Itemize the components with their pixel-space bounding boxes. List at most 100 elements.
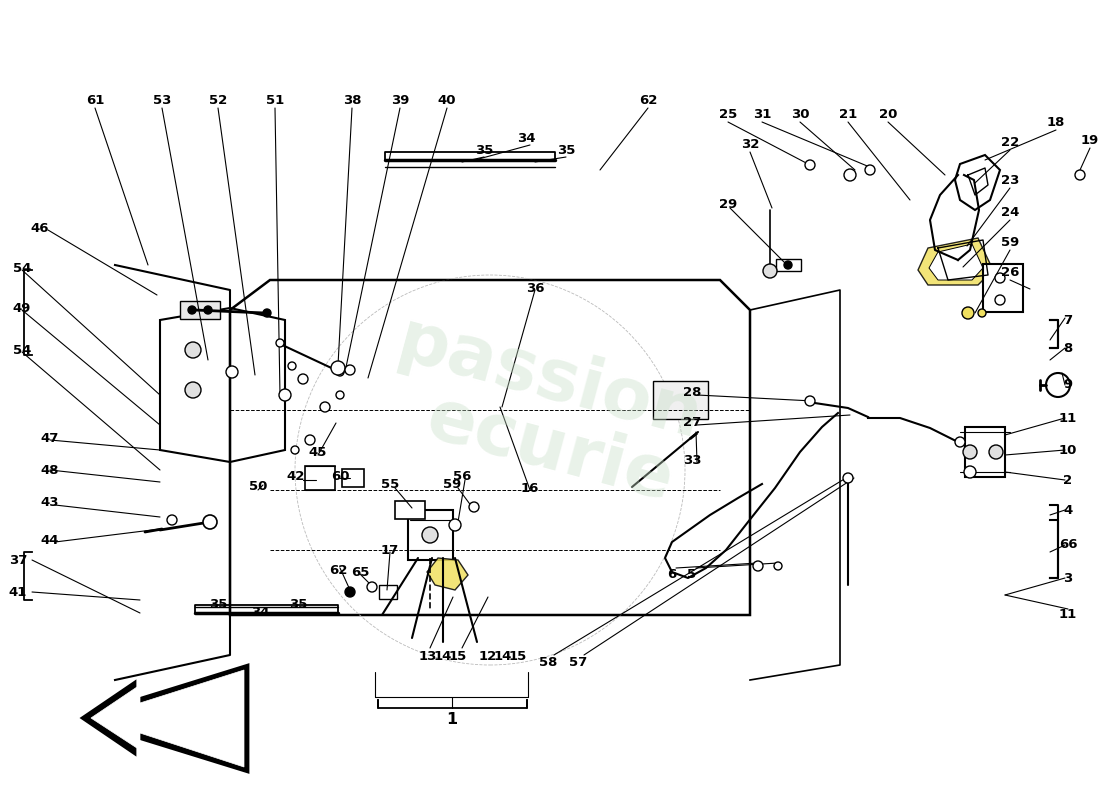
Circle shape bbox=[978, 309, 986, 317]
Text: 1: 1 bbox=[447, 713, 458, 727]
Circle shape bbox=[292, 446, 299, 454]
Text: 31: 31 bbox=[752, 107, 771, 121]
Circle shape bbox=[964, 466, 976, 478]
Text: 22: 22 bbox=[1001, 135, 1019, 149]
Text: 13: 13 bbox=[419, 650, 437, 662]
Circle shape bbox=[996, 295, 1005, 305]
Text: 35: 35 bbox=[557, 143, 575, 157]
Circle shape bbox=[345, 365, 355, 375]
Text: 7: 7 bbox=[1064, 314, 1072, 326]
Circle shape bbox=[1075, 170, 1085, 180]
Text: 14: 14 bbox=[494, 650, 513, 662]
Text: 60: 60 bbox=[331, 470, 350, 483]
Text: 12: 12 bbox=[478, 650, 497, 662]
Text: 29: 29 bbox=[719, 198, 737, 211]
Text: 20: 20 bbox=[879, 107, 898, 121]
Polygon shape bbox=[91, 670, 244, 767]
Text: 35: 35 bbox=[475, 143, 493, 157]
Circle shape bbox=[185, 382, 201, 398]
Text: 54: 54 bbox=[13, 343, 31, 357]
Text: 28: 28 bbox=[683, 386, 701, 398]
Text: 24: 24 bbox=[1001, 206, 1020, 218]
Bar bbox=[180, 301, 220, 319]
Circle shape bbox=[989, 445, 1003, 459]
Circle shape bbox=[279, 389, 292, 401]
Text: 16: 16 bbox=[520, 482, 539, 494]
Text: 59: 59 bbox=[443, 478, 461, 491]
Bar bbox=[407, 510, 452, 560]
Text: 47: 47 bbox=[41, 431, 59, 445]
Text: 45: 45 bbox=[309, 446, 327, 459]
Circle shape bbox=[865, 165, 874, 175]
Bar bbox=[652, 381, 707, 419]
Bar bbox=[379, 585, 397, 599]
Circle shape bbox=[844, 169, 856, 181]
Text: 11: 11 bbox=[1059, 607, 1077, 621]
Circle shape bbox=[367, 582, 377, 592]
Text: 34: 34 bbox=[251, 606, 270, 618]
Text: 59: 59 bbox=[1001, 235, 1019, 249]
Text: 19: 19 bbox=[1081, 134, 1099, 146]
Bar bbox=[965, 427, 1005, 477]
Circle shape bbox=[331, 361, 345, 375]
Circle shape bbox=[1046, 373, 1070, 397]
Text: 39: 39 bbox=[390, 94, 409, 106]
Circle shape bbox=[449, 519, 461, 531]
Circle shape bbox=[996, 273, 1005, 283]
Polygon shape bbox=[930, 244, 983, 280]
Circle shape bbox=[167, 515, 177, 525]
Text: 6: 6 bbox=[668, 569, 676, 582]
Text: 35: 35 bbox=[209, 598, 228, 610]
Text: 25: 25 bbox=[719, 107, 737, 121]
Circle shape bbox=[805, 396, 815, 406]
Text: 57: 57 bbox=[569, 657, 587, 670]
Text: 58: 58 bbox=[539, 657, 558, 670]
Text: 62: 62 bbox=[329, 563, 348, 577]
Circle shape bbox=[784, 261, 792, 269]
Text: 46: 46 bbox=[31, 222, 50, 234]
Circle shape bbox=[469, 502, 478, 512]
Text: 50: 50 bbox=[249, 479, 267, 493]
Polygon shape bbox=[918, 238, 993, 285]
Text: 37: 37 bbox=[9, 554, 28, 566]
Text: 8: 8 bbox=[1064, 342, 1072, 354]
Bar bbox=[776, 259, 801, 271]
Circle shape bbox=[263, 309, 271, 317]
Text: 18: 18 bbox=[1047, 115, 1065, 129]
Text: 23: 23 bbox=[1001, 174, 1020, 186]
Text: 51: 51 bbox=[266, 94, 284, 106]
Text: 55: 55 bbox=[381, 478, 399, 491]
Text: 10: 10 bbox=[1059, 443, 1077, 457]
Circle shape bbox=[955, 437, 965, 447]
Circle shape bbox=[422, 527, 438, 543]
Text: 62: 62 bbox=[639, 94, 657, 106]
Text: 30: 30 bbox=[791, 107, 810, 121]
Circle shape bbox=[345, 587, 355, 597]
Circle shape bbox=[320, 402, 330, 412]
Text: 32: 32 bbox=[740, 138, 759, 150]
Circle shape bbox=[298, 374, 308, 384]
Polygon shape bbox=[427, 558, 468, 590]
Circle shape bbox=[962, 307, 974, 319]
Text: 48: 48 bbox=[41, 463, 59, 477]
Circle shape bbox=[305, 435, 315, 445]
Text: 42: 42 bbox=[287, 470, 305, 483]
Circle shape bbox=[962, 445, 977, 459]
Text: 9: 9 bbox=[1064, 378, 1072, 391]
Text: 35: 35 bbox=[289, 598, 307, 610]
Text: passion: passion bbox=[390, 306, 710, 454]
Text: 41: 41 bbox=[9, 586, 28, 598]
Circle shape bbox=[774, 562, 782, 570]
Circle shape bbox=[226, 366, 238, 378]
Circle shape bbox=[276, 339, 284, 347]
Text: 66: 66 bbox=[1058, 538, 1077, 551]
Text: 44: 44 bbox=[41, 534, 59, 546]
Text: 36: 36 bbox=[526, 282, 544, 294]
Text: 61: 61 bbox=[86, 94, 104, 106]
Text: 65: 65 bbox=[351, 566, 370, 578]
Text: 43: 43 bbox=[41, 497, 59, 510]
Circle shape bbox=[763, 264, 777, 278]
Text: 3: 3 bbox=[1064, 571, 1072, 585]
Circle shape bbox=[336, 391, 344, 399]
Text: 33: 33 bbox=[683, 454, 702, 466]
